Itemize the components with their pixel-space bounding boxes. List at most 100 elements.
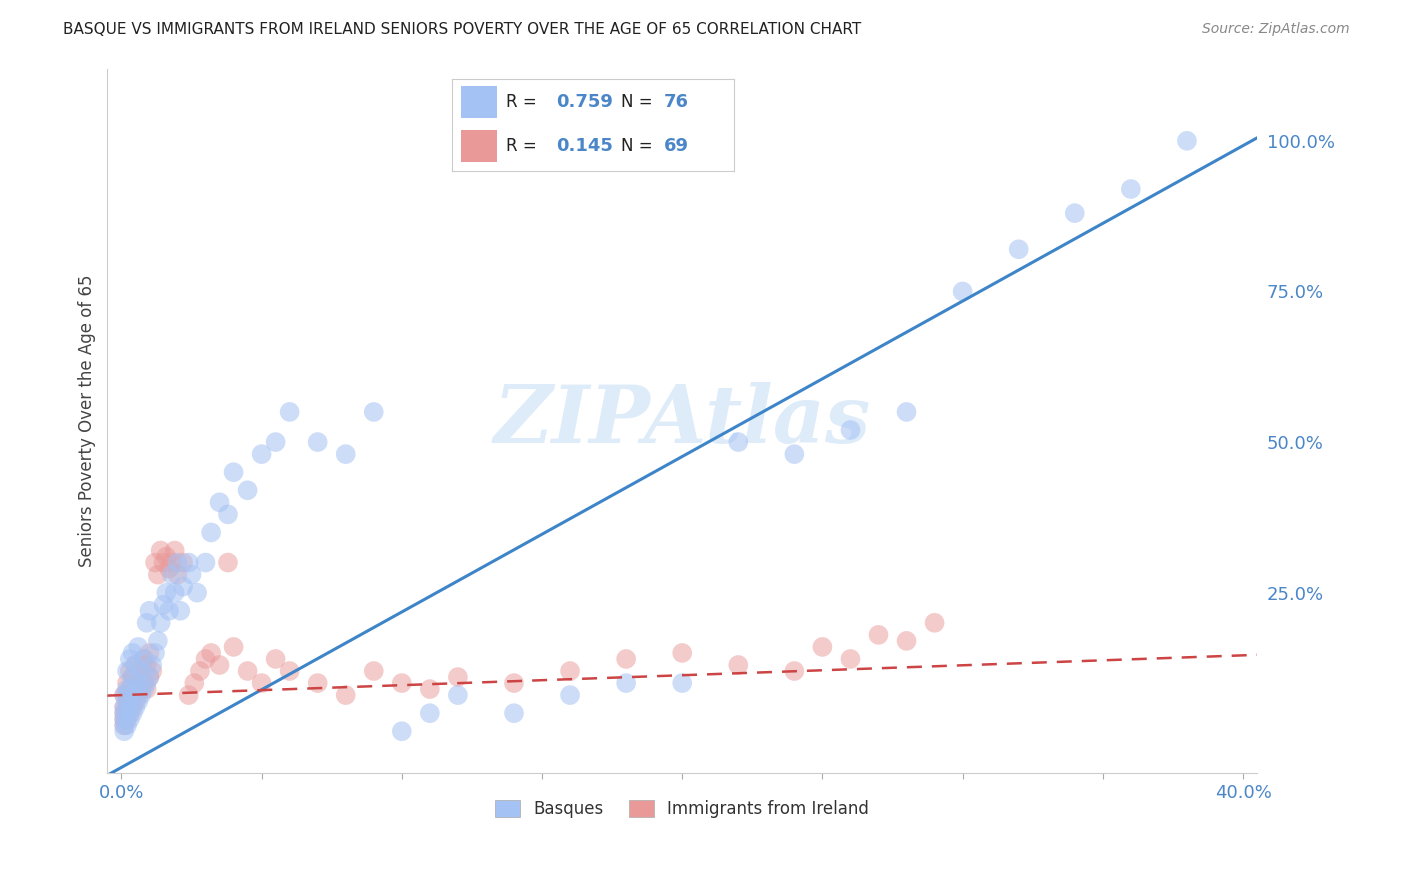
Point — [1119, 182, 1142, 196]
Point — [115, 688, 138, 702]
Point — [188, 664, 211, 678]
Point — [166, 567, 188, 582]
Point — [614, 652, 637, 666]
Point — [115, 700, 138, 714]
Point — [127, 688, 149, 702]
Point — [112, 712, 135, 726]
Point — [264, 435, 287, 450]
Point — [118, 694, 141, 708]
Point — [727, 435, 749, 450]
Point — [112, 688, 135, 702]
Point — [278, 405, 301, 419]
Point — [127, 640, 149, 654]
Point — [447, 670, 470, 684]
Point — [391, 724, 413, 739]
Point — [118, 700, 141, 714]
Point — [129, 664, 152, 678]
Point — [896, 405, 918, 419]
Point — [124, 682, 146, 697]
Point — [278, 664, 301, 678]
Point — [307, 435, 329, 450]
Point — [146, 567, 169, 582]
Point — [419, 682, 441, 697]
Point — [132, 652, 155, 666]
Point — [132, 652, 155, 666]
Point — [839, 423, 862, 437]
Point — [121, 688, 143, 702]
Point — [138, 670, 160, 684]
Point — [166, 556, 188, 570]
Point — [236, 664, 259, 678]
Point — [138, 604, 160, 618]
Point — [163, 543, 186, 558]
Point — [124, 657, 146, 672]
Point — [121, 688, 143, 702]
Point — [155, 549, 177, 564]
Point — [143, 646, 166, 660]
Point — [200, 646, 222, 660]
Point — [194, 556, 217, 570]
Point — [138, 646, 160, 660]
Point — [264, 652, 287, 666]
Point — [138, 670, 160, 684]
Point — [558, 664, 581, 678]
Point — [183, 676, 205, 690]
Point — [135, 615, 157, 630]
Point — [127, 694, 149, 708]
Point — [222, 640, 245, 654]
Point — [335, 447, 357, 461]
Point — [112, 706, 135, 721]
Point — [121, 670, 143, 684]
Point — [236, 483, 259, 498]
Point — [149, 615, 172, 630]
Point — [141, 664, 163, 678]
Point — [924, 615, 946, 630]
Point — [614, 676, 637, 690]
Point — [124, 694, 146, 708]
Point — [217, 508, 239, 522]
Text: BASQUE VS IMMIGRANTS FROM IRELAND SENIORS POVERTY OVER THE AGE OF 65 CORRELATION: BASQUE VS IMMIGRANTS FROM IRELAND SENIOR… — [63, 22, 862, 37]
Point — [127, 676, 149, 690]
Point — [115, 694, 138, 708]
Point — [115, 712, 138, 726]
Point — [172, 556, 194, 570]
Point — [1063, 206, 1085, 220]
Point — [129, 682, 152, 697]
Point — [200, 525, 222, 540]
Point — [112, 688, 135, 702]
Point — [146, 633, 169, 648]
Point — [391, 676, 413, 690]
Point — [169, 604, 191, 618]
Point — [149, 543, 172, 558]
Point — [186, 585, 208, 599]
Point — [447, 688, 470, 702]
Point — [157, 604, 180, 618]
Point — [115, 706, 138, 721]
Point — [208, 657, 231, 672]
Point — [121, 706, 143, 721]
Point — [363, 664, 385, 678]
Point — [335, 688, 357, 702]
Point — [132, 676, 155, 690]
Point — [112, 700, 135, 714]
Point — [121, 646, 143, 660]
Point — [143, 556, 166, 570]
Point — [1008, 242, 1031, 256]
Point — [727, 657, 749, 672]
Point — [112, 706, 135, 721]
Point — [118, 712, 141, 726]
Point — [112, 712, 135, 726]
Point — [124, 700, 146, 714]
Point — [896, 633, 918, 648]
Point — [503, 676, 526, 690]
Point — [177, 688, 200, 702]
Point — [307, 676, 329, 690]
Point — [172, 580, 194, 594]
Point — [783, 664, 806, 678]
Text: Source: ZipAtlas.com: Source: ZipAtlas.com — [1202, 22, 1350, 37]
Point — [671, 676, 693, 690]
Point — [363, 405, 385, 419]
Point — [127, 676, 149, 690]
Point — [112, 718, 135, 732]
Point — [124, 657, 146, 672]
